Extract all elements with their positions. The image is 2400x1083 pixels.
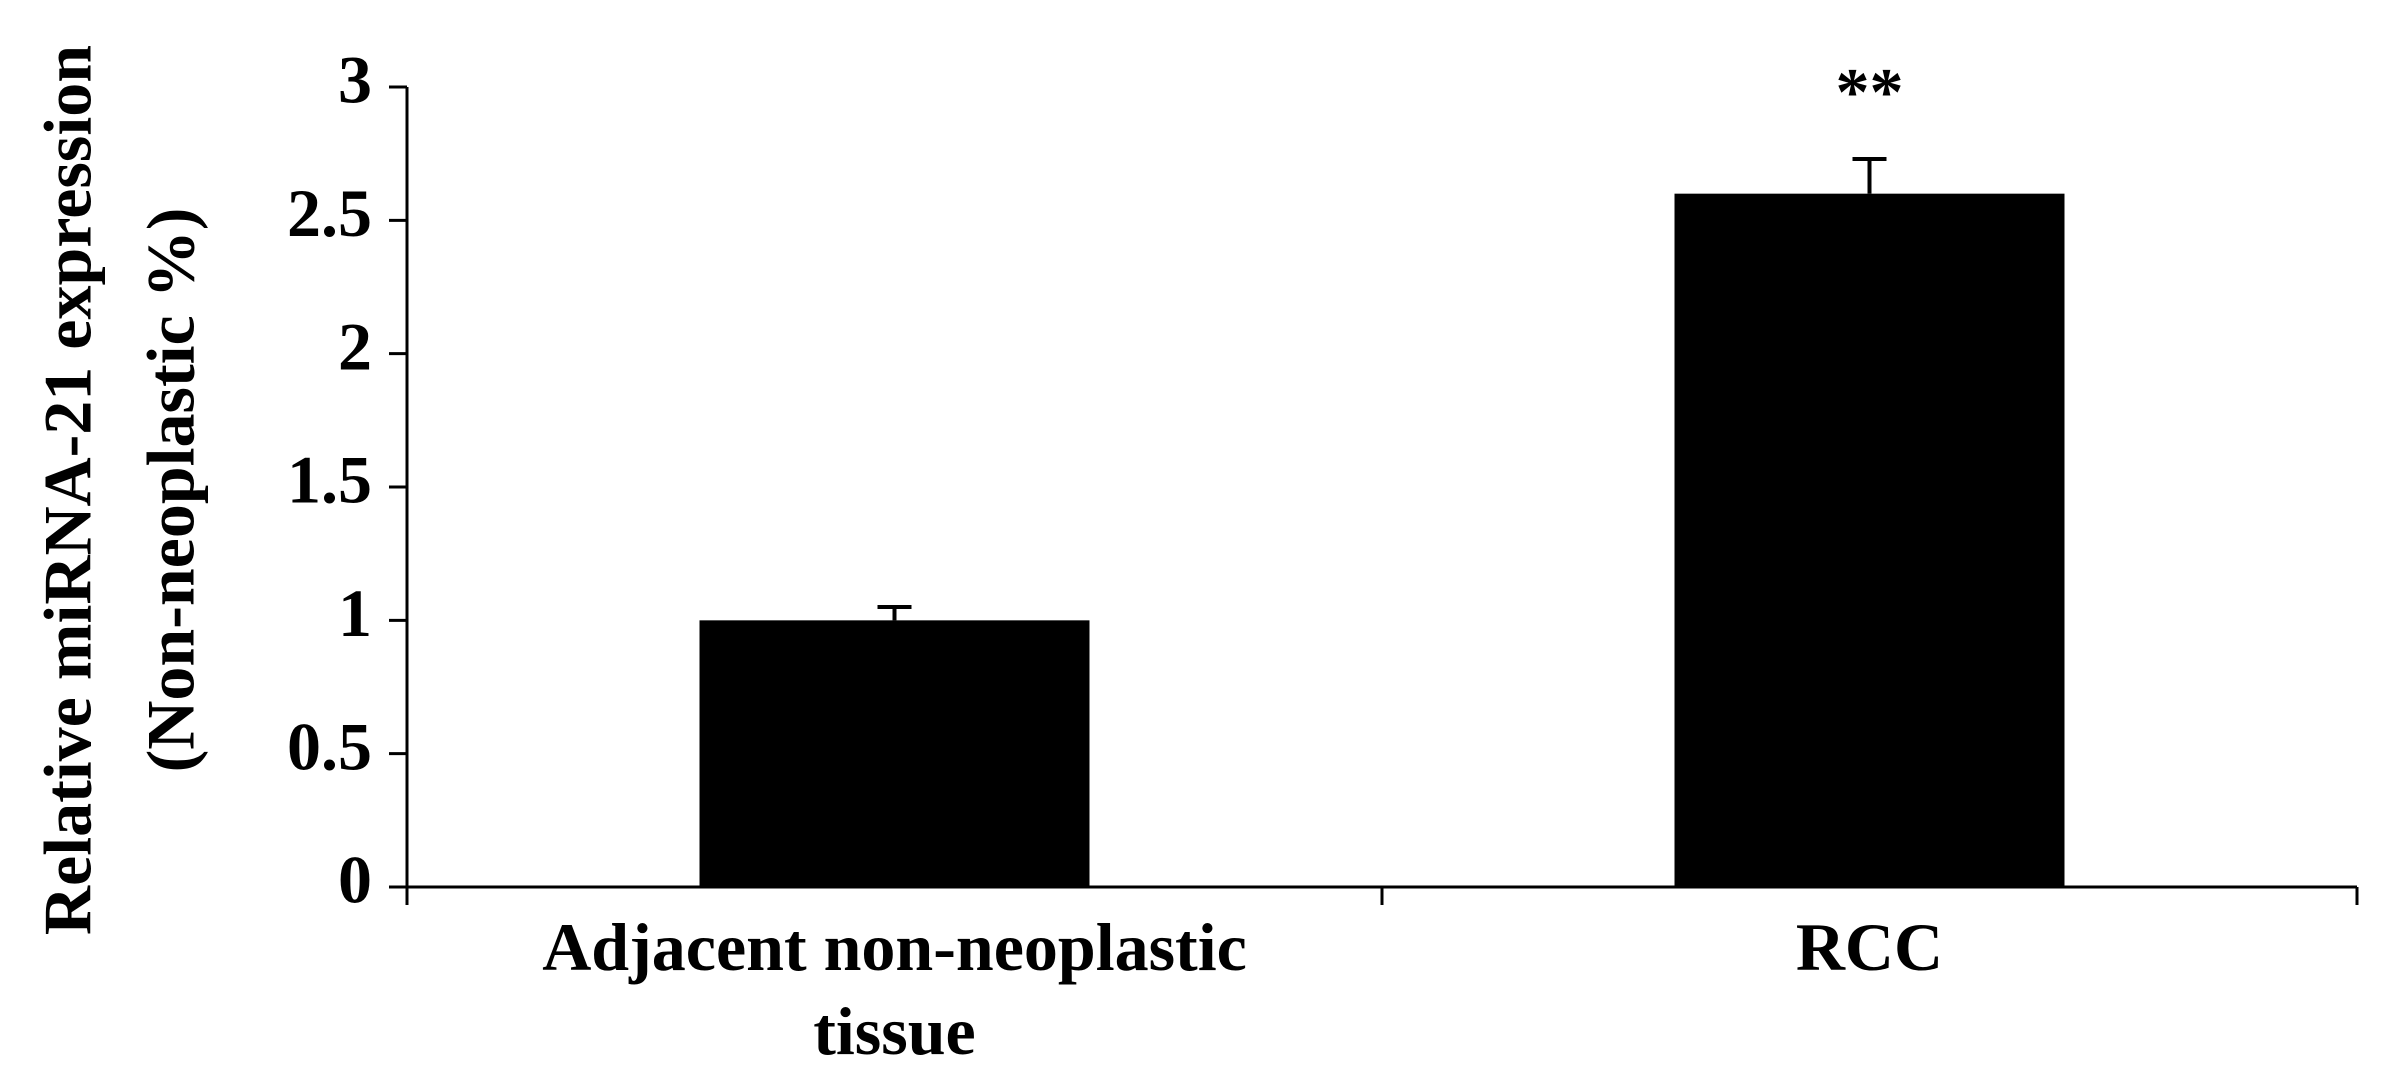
error-bar — [877, 605, 912, 621]
y-tick-label: 0.5 — [287, 708, 372, 784]
y-axis-title: Relative miRNA-21 expression — [30, 45, 106, 935]
y-tick-label: 1 — [338, 575, 372, 651]
y-tick-label: 1.5 — [287, 442, 372, 518]
y-tick-label: 3 — [338, 42, 372, 118]
y-tick-label: 2.5 — [287, 175, 372, 251]
y-tick-label: 0 — [338, 842, 372, 918]
y-axis-title: (Non-neoplastic %) — [133, 208, 209, 773]
x-tick-label: RCC — [1795, 909, 1944, 985]
significance-label: ** — [1836, 54, 1904, 130]
error-bar — [1852, 157, 1887, 194]
x-tick-label: Adjacent non-neoplastic tissue — [542, 909, 1247, 1069]
bar — [699, 620, 1090, 887]
y-tick-label: 2 — [338, 308, 372, 384]
bar — [1674, 193, 2065, 887]
